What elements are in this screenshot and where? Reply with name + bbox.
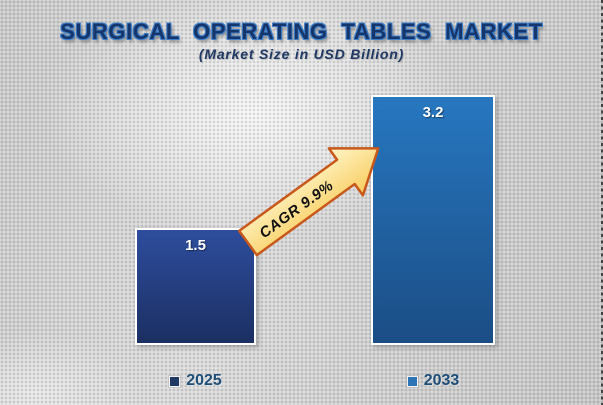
legend-marker-2033 <box>406 375 418 387</box>
legend-marker-2025 <box>169 375 181 387</box>
legend-item-2025: 2025 <box>135 371 256 391</box>
legend-label-2033: 2033 <box>423 372 460 389</box>
legend-label-2025: 2025 <box>186 372 222 389</box>
chart-title: SURGICAL OPERATING TABLES MARKET <box>60 19 543 44</box>
bar-2025: 1.5 <box>135 228 256 345</box>
arrow-shape <box>237 147 380 257</box>
bar-value-2033: 3.2 <box>422 104 444 121</box>
legend-item-2033: 2033 <box>371 371 495 391</box>
bar-value-2025: 1.5 <box>185 237 206 254</box>
right-edge-dashes <box>601 0 603 405</box>
chart-subtitle: (Market Size in USD Billion) <box>198 46 405 62</box>
cagr-arrow: CAGR 9.9% <box>237 147 380 257</box>
bar-2033: 3.2 <box>371 95 495 345</box>
